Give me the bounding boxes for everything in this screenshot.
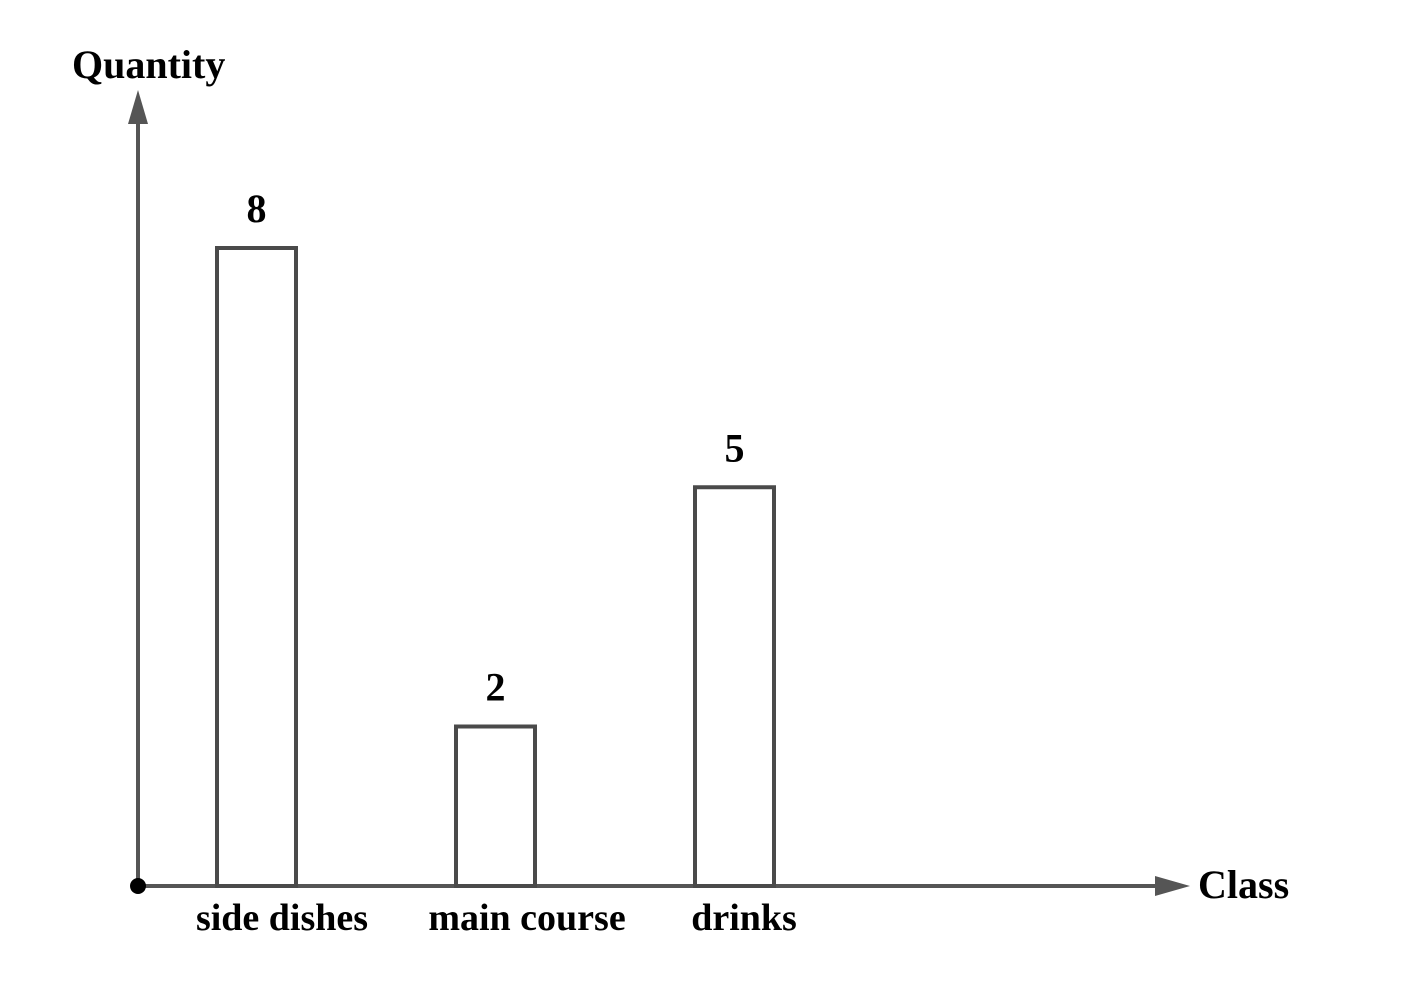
bar-main-course xyxy=(454,724,537,888)
y-axis-arrow xyxy=(128,90,148,124)
category-label-side-dishes: side dishes xyxy=(196,897,368,939)
x-axis-arrow xyxy=(1155,876,1190,896)
origin-dot xyxy=(130,878,146,894)
data-label-side-dishes: 8 xyxy=(247,186,267,231)
x-axis-title: Class xyxy=(1198,862,1289,907)
category-label-drinks: drinks xyxy=(691,897,797,939)
category-label-main-course: main course xyxy=(428,897,625,939)
data-label-main-course: 2 xyxy=(486,665,506,710)
y-axis-title: Quantity xyxy=(72,42,225,87)
bar-drinks xyxy=(693,485,776,888)
bars-layer: 8 side dishes 2 main course 5 drinks xyxy=(196,186,797,939)
bar-side-dishes xyxy=(215,246,298,888)
data-label-drinks: 5 xyxy=(725,425,745,470)
